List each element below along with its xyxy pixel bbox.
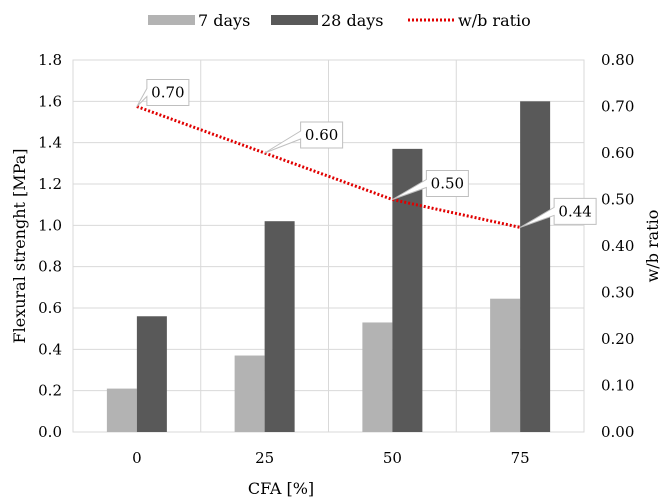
x-tick-label: 25 xyxy=(255,449,274,467)
y-axis-title: Flexural strenght [MPa] xyxy=(10,149,29,344)
y2-tick-label: 0.20 xyxy=(601,330,634,348)
bar-7-days xyxy=(362,322,393,432)
y-tick-label: 0.6 xyxy=(38,299,62,317)
wb-ratio-data-label: 0.70 xyxy=(151,84,184,102)
bar-7-days xyxy=(106,388,137,432)
x-tick-label: 75 xyxy=(511,449,530,467)
wb-ratio-line xyxy=(136,105,521,229)
y2-tick-label: 0.30 xyxy=(601,284,634,302)
y2-axis-ticks: 0.00 0.10 0.20 0.30 0.40 0.50 0.60 0.70 0.80 xyxy=(601,51,634,441)
y2-tick-label: 0.00 xyxy=(601,423,634,441)
y-tick-label: 1.6 xyxy=(38,92,62,110)
y2-tick-label: 0.80 xyxy=(601,51,634,69)
y-tick-label: 1.2 xyxy=(38,175,62,193)
legend-swatch-28-days xyxy=(271,15,318,25)
y-tick-label: 0.4 xyxy=(38,340,62,358)
wb-ratio-data-label-box xyxy=(264,121,344,154)
bar-28-days xyxy=(264,221,295,432)
wb-ratio-data-label: 0.60 xyxy=(305,126,338,144)
x-axis-title: CFA [%] xyxy=(248,479,314,498)
y2-axis-title: w/b ratio xyxy=(643,210,662,283)
bar-7-days xyxy=(490,298,521,432)
y-tick-label: 1.4 xyxy=(38,134,62,152)
y-tick-label: 0.8 xyxy=(38,258,62,276)
x-tick-label: 50 xyxy=(383,449,402,467)
wb-ratio-data-label: 0.50 xyxy=(431,175,464,193)
y-tick-label: 1.0 xyxy=(38,216,62,234)
bar-28-days xyxy=(136,316,167,432)
wb-ratio-data-label-box xyxy=(392,170,469,200)
wb-ratio-data-label: 0.44 xyxy=(558,202,591,220)
y2-tick-label: 0.40 xyxy=(601,237,634,255)
legend: 7 days 28 days w/b ratio xyxy=(148,11,531,30)
y-tick-label: 1.8 xyxy=(38,51,62,69)
y2-tick-label: 0.60 xyxy=(601,144,634,162)
bars xyxy=(106,101,551,432)
wb-ratio-line-group: 0.70 0.60 0.50 0.44 xyxy=(136,79,597,229)
x-tick-label: 0 xyxy=(132,449,142,467)
wb-ratio-data-label-box xyxy=(136,79,190,107)
y-tick-label: 0.0 xyxy=(38,423,62,441)
x-axis-ticks: 0 25 50 75 xyxy=(132,449,530,467)
y-axis-ticks: 0.0 0.2 0.4 0.6 0.8 1.0 1.2 1.4 1.6 1.8 xyxy=(38,51,62,441)
y2-tick-label: 0.10 xyxy=(601,377,634,395)
bar-7-days xyxy=(234,355,265,432)
legend-label-wb-ratio: w/b ratio xyxy=(458,11,531,30)
legend-label-7-days: 7 days xyxy=(198,11,250,30)
y-tick-label: 0.2 xyxy=(38,382,62,400)
y2-tick-label: 0.50 xyxy=(601,191,634,209)
plot-area-border xyxy=(72,59,585,433)
legend-swatch-7-days xyxy=(148,15,195,25)
y2-tick-label: 0.70 xyxy=(601,98,634,116)
wb-ratio-data-label-box xyxy=(519,197,597,228)
legend-label-28-days: 28 days xyxy=(321,11,383,30)
bar-28-days xyxy=(520,101,551,432)
